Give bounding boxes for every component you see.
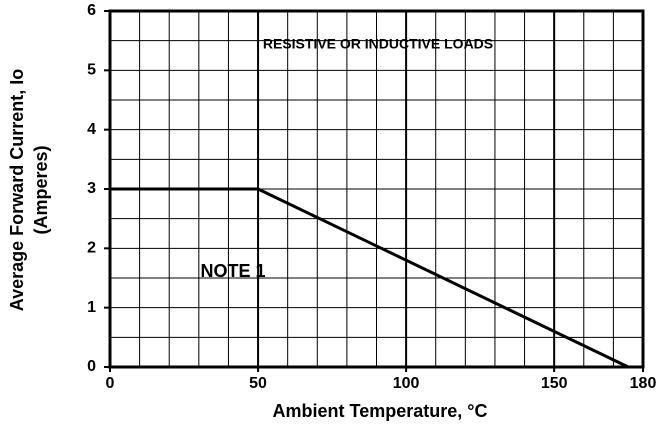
- x-tick-label: 180: [630, 375, 657, 392]
- y-axis-title: Average Forward Current, Io: [7, 69, 27, 311]
- y-tick-label: 2: [87, 240, 96, 257]
- y-tick-label: 4: [87, 121, 96, 138]
- x-tick-label: 50: [249, 375, 267, 392]
- y-tick-label: 0: [87, 358, 96, 375]
- x-tick-label: 100: [393, 375, 420, 392]
- annotation: NOTE 1: [200, 261, 265, 281]
- y-axis-title: (Amperes): [31, 145, 51, 234]
- x-tick-label: 0: [106, 375, 115, 392]
- y-tick-label: 5: [87, 62, 96, 79]
- y-tick-label: 6: [87, 2, 96, 19]
- annotation: RESISTIVE OR INDUCTIVE LOADS: [263, 36, 493, 52]
- data-line: [110, 187, 629, 369]
- y-tick-label: 1: [87, 299, 96, 316]
- y-tick-label: 3: [87, 180, 96, 197]
- x-axis-title: Ambient Temperature, °C: [273, 401, 488, 421]
- x-tick-label: 150: [541, 375, 568, 392]
